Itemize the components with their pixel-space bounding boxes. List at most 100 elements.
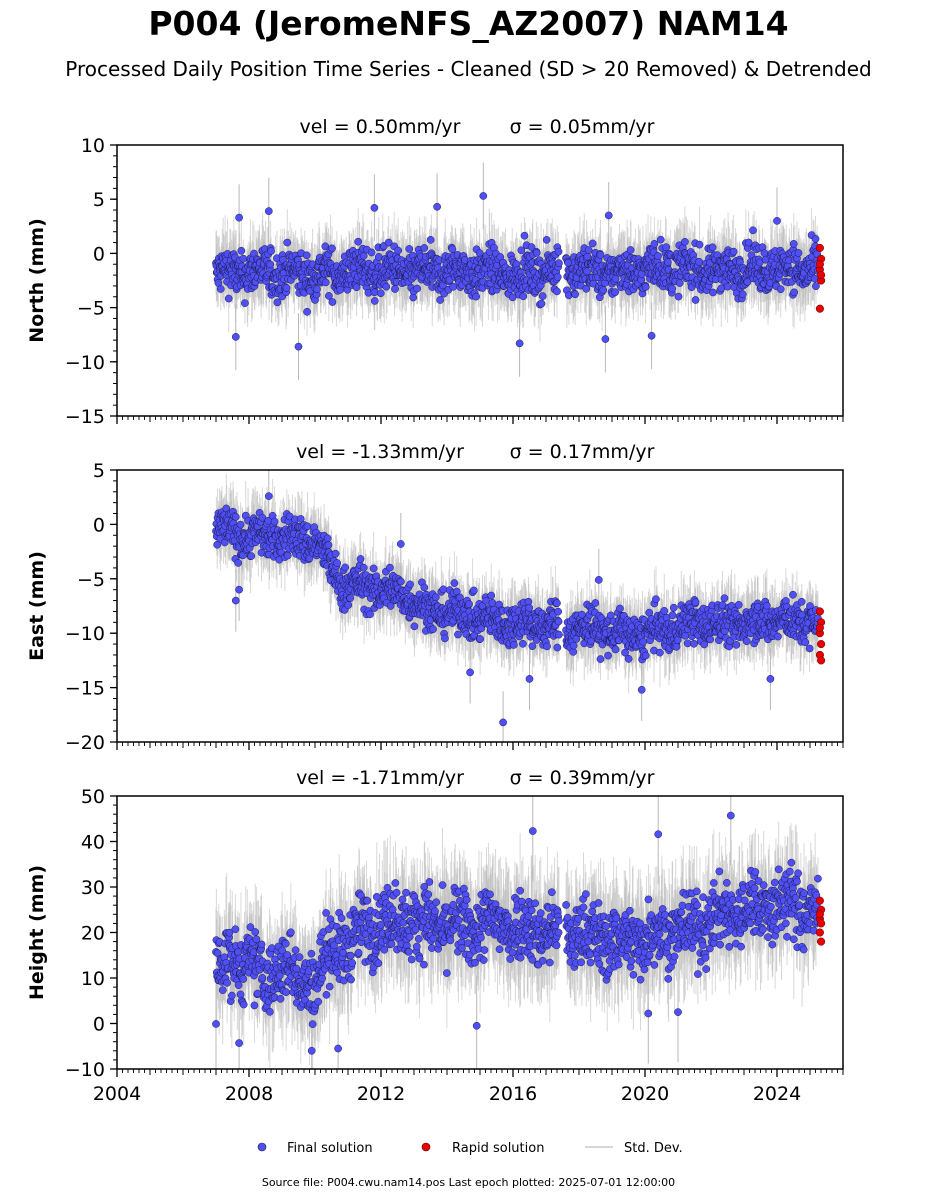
- final-point: [790, 288, 799, 297]
- final-point: [283, 551, 292, 560]
- final-point: [283, 238, 292, 247]
- final-point: [508, 293, 517, 302]
- final-point: [641, 283, 650, 291]
- rapid-point: [817, 271, 826, 280]
- final-point: [436, 296, 444, 304]
- final-point: [302, 251, 311, 260]
- final-point: [663, 258, 672, 266]
- final-point-outlier: [773, 217, 781, 225]
- x-axis: [116, 416, 844, 424]
- panel-velocity-label: vel = -1.33mm/yr: [296, 441, 464, 463]
- final-point: [328, 244, 336, 253]
- final-point: [708, 243, 717, 252]
- series-final-solution: [212, 162, 822, 381]
- final-point: [709, 288, 717, 297]
- final-point: [449, 282, 458, 291]
- final-point: [247, 552, 256, 560]
- final-point: [216, 285, 225, 293]
- final-point: [224, 294, 233, 303]
- series-final-points: [212, 192, 822, 351]
- final-point: [674, 292, 683, 301]
- final-point: [384, 238, 393, 247]
- final-point: [472, 292, 481, 301]
- final-point: [743, 278, 752, 286]
- final-point: [267, 247, 275, 255]
- chart-subtitle: Processed Daily Position Time Series - C…: [65, 57, 872, 81]
- final-point: [420, 244, 429, 252]
- final-point: [668, 284, 677, 293]
- final-point: [537, 299, 546, 308]
- final-point: [376, 289, 385, 298]
- final-point: [695, 240, 704, 249]
- panels: vel = 0.50mm/yr σ = 0.05mm/yr North (mm) −1…: [26, 116, 844, 1105]
- final-point: [231, 513, 240, 521]
- final-point: [270, 517, 279, 526]
- final-point: [744, 238, 753, 247]
- final-point: [352, 283, 361, 292]
- final-point: [695, 257, 703, 266]
- rapid-point: [815, 304, 824, 313]
- final-point: [359, 252, 368, 260]
- final-point: [448, 245, 457, 254]
- final-point: [812, 282, 820, 291]
- final-point: [583, 252, 592, 261]
- final-point: [675, 279, 684, 287]
- final-point: [519, 292, 528, 301]
- y-tick-label: 5: [93, 189, 105, 211]
- final-point: [654, 252, 662, 260]
- y-tick-label: 10: [81, 135, 105, 157]
- final-point: [584, 246, 593, 254]
- final-point: [553, 273, 562, 281]
- final-point: [794, 249, 803, 257]
- final-point-outlier: [601, 335, 610, 343]
- final-point-outlier: [479, 192, 488, 200]
- final-point: [328, 298, 337, 306]
- chart-title: P004 (JeromeNFS_AZ2007) NAM14: [148, 4, 789, 43]
- final-point: [237, 246, 246, 255]
- final-point: [532, 249, 541, 257]
- final-point: [656, 235, 665, 244]
- panel-sigma-label: σ = 0.05mm/yr: [510, 116, 655, 138]
- final-point-outlier: [235, 213, 243, 222]
- final-point: [241, 299, 249, 307]
- final-point: [394, 246, 403, 255]
- rapid-point: [815, 260, 824, 269]
- final-point: [296, 515, 305, 523]
- final-point-outlier: [433, 202, 441, 211]
- final-point: [354, 237, 363, 246]
- final-point: [749, 226, 757, 235]
- final-point: [370, 288, 379, 297]
- final-point: [239, 254, 248, 263]
- final-point: [273, 298, 282, 307]
- final-point-outlier: [294, 342, 303, 351]
- y-tick-label: −5: [77, 298, 105, 320]
- series-final-solution: [212, 470, 822, 742]
- final-point: [382, 282, 391, 291]
- final-point-outlier: [264, 207, 273, 215]
- final-point: [596, 250, 605, 259]
- final-point: [662, 243, 671, 252]
- final-point: [527, 243, 536, 251]
- final-point: [258, 513, 267, 522]
- y-axis: −15 −10 −5 0 5 10: [65, 135, 117, 428]
- series-rapid-solution: [815, 243, 826, 313]
- final-point-outlier: [647, 331, 656, 340]
- y-tick-label: −15: [65, 406, 105, 428]
- final-point: [538, 292, 547, 300]
- final-point-outlier: [231, 333, 240, 341]
- y-axis-label: North (mm): [26, 218, 48, 343]
- final-point: [391, 285, 399, 293]
- final-point: [611, 288, 620, 297]
- final-point: [234, 559, 243, 567]
- final-point: [236, 520, 245, 529]
- final-point: [213, 540, 222, 549]
- final-point: [738, 290, 747, 299]
- final-point: [681, 238, 689, 246]
- final-point: [282, 284, 291, 292]
- panel-sigma-label: σ = 0.17mm/yr: [510, 441, 655, 463]
- final-point: [571, 290, 580, 299]
- final-point-outlier: [370, 204, 379, 212]
- final-point: [517, 246, 526, 255]
